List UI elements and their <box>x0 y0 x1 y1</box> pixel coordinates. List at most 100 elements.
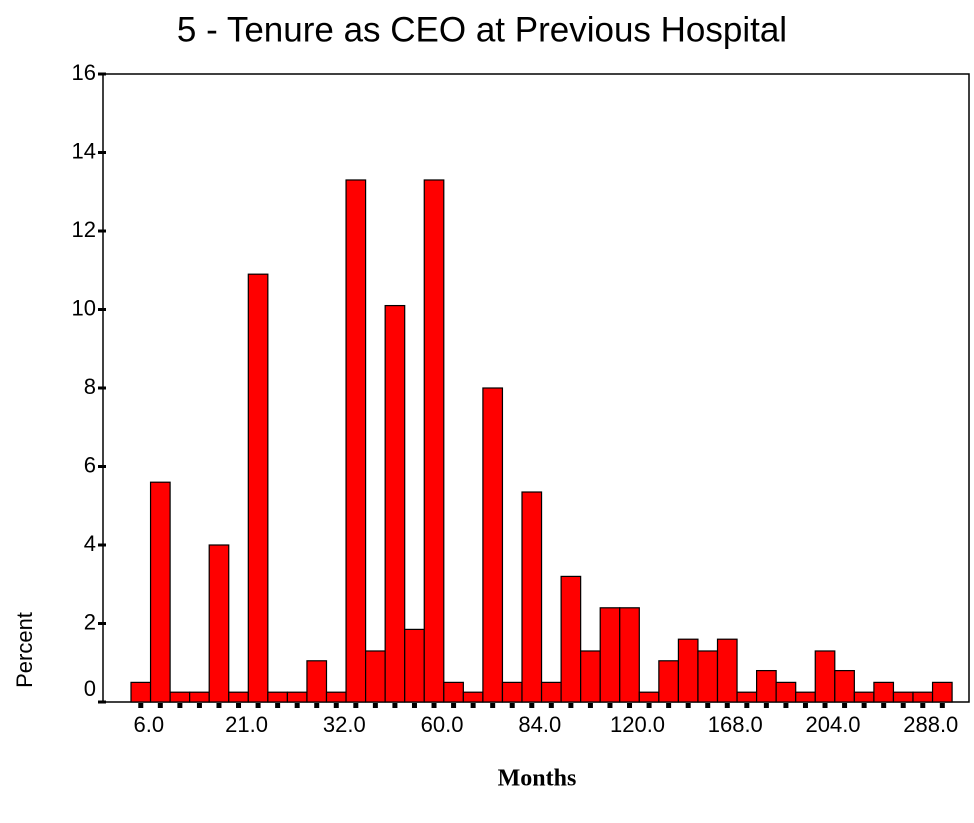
y-tick-label: 6 <box>84 452 96 477</box>
y-tick-label: 0 <box>84 676 96 701</box>
x-tick <box>431 703 437 708</box>
bar <box>658 660 679 703</box>
x-tick <box>196 703 202 708</box>
x-tick <box>372 703 378 708</box>
x-tick-label: 32.0 <box>323 712 366 737</box>
x-tick <box>627 703 633 708</box>
y-tick-label: 16 <box>72 60 96 85</box>
bar <box>912 691 934 703</box>
x-tick <box>861 703 867 708</box>
x-tick <box>548 703 554 708</box>
x-tick <box>157 703 163 708</box>
bar <box>169 691 191 703</box>
y-tick-label: 14 <box>72 138 96 163</box>
bar <box>404 628 425 703</box>
x-tick <box>529 703 535 708</box>
x-tick <box>802 703 808 708</box>
x-tick <box>763 703 769 708</box>
y-tick-label: 4 <box>84 531 96 556</box>
y-tick-label: 12 <box>72 217 96 242</box>
x-tick <box>939 703 945 708</box>
bar <box>345 179 367 703</box>
bar <box>130 681 152 703</box>
x-tick <box>294 703 300 708</box>
x-tick-label: 6.0 <box>133 712 164 737</box>
x-tick <box>216 703 222 708</box>
x-tick <box>900 703 906 708</box>
x-tick <box>411 703 417 708</box>
bar <box>208 544 230 703</box>
bar <box>795 691 816 703</box>
x-tick <box>177 703 183 708</box>
bar <box>580 650 601 703</box>
bar <box>306 660 328 703</box>
bar <box>755 669 777 703</box>
bar <box>267 691 289 703</box>
x-tick <box>568 703 574 708</box>
x-tick <box>236 703 242 708</box>
x-tick <box>587 703 593 708</box>
bar <box>365 650 386 703</box>
x-tick <box>138 703 144 708</box>
bar <box>325 691 347 703</box>
y-tick-label: 2 <box>84 609 96 634</box>
bar <box>775 681 797 703</box>
x-tick-label: 120.0 <box>610 712 665 737</box>
x-tick <box>705 703 711 708</box>
x-tick <box>822 703 828 708</box>
bar <box>501 681 523 703</box>
x-tick <box>744 703 750 708</box>
x-tick <box>451 703 457 708</box>
bar <box>228 691 249 703</box>
bar <box>814 650 836 703</box>
x-tick-label: 21.0 <box>225 712 268 737</box>
x-tick-label: 204.0 <box>805 712 860 737</box>
bar <box>931 681 953 703</box>
x-tick <box>470 703 476 708</box>
bar <box>189 691 210 703</box>
x-axis-label: Months <box>498 766 577 792</box>
x-tick <box>392 703 398 708</box>
x-tick <box>509 703 515 708</box>
bar <box>736 691 758 703</box>
bar <box>560 575 582 703</box>
bar <box>638 691 660 703</box>
x-tick-label: 60.0 <box>421 712 464 737</box>
bar <box>599 607 621 703</box>
bar <box>716 638 738 703</box>
bar <box>677 638 699 703</box>
x-tick <box>490 703 496 708</box>
y-axis-label: Percent <box>12 612 37 688</box>
x-tick <box>783 703 789 708</box>
bar <box>443 681 464 703</box>
bar <box>834 669 855 703</box>
bar <box>873 681 895 703</box>
bar <box>286 691 308 703</box>
x-tick <box>666 703 672 708</box>
x-tick-label: 84.0 <box>518 712 561 737</box>
y-tick-label: 8 <box>84 374 96 399</box>
bar <box>423 179 445 703</box>
bar <box>892 691 914 703</box>
x-tick <box>724 703 730 708</box>
bar <box>384 304 406 703</box>
x-tick <box>255 703 261 708</box>
x-tick <box>881 703 887 708</box>
x-tick-label: 288.0 <box>903 712 958 737</box>
bar <box>521 491 543 703</box>
bar <box>853 691 875 703</box>
x-tick <box>314 703 320 708</box>
x-tick <box>842 703 848 708</box>
bar <box>462 691 484 703</box>
x-tick <box>646 703 652 708</box>
y-tick-label: 10 <box>72 295 96 320</box>
x-tick <box>607 703 613 708</box>
bar <box>697 650 719 703</box>
bar <box>247 273 269 703</box>
x-tick <box>353 703 359 708</box>
bar <box>482 387 504 703</box>
bar <box>619 607 640 703</box>
bar <box>149 481 171 703</box>
x-tick <box>920 703 926 708</box>
